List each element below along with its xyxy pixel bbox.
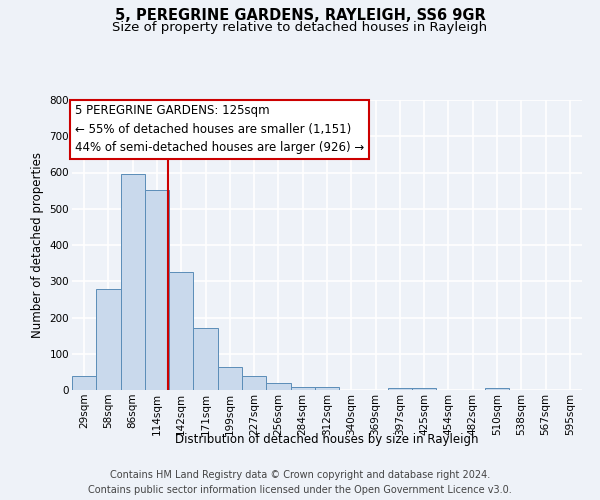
- Bar: [121, 174, 145, 390]
- Bar: [72, 376, 96, 390]
- Bar: [266, 384, 290, 390]
- Text: Size of property relative to detached houses in Rayleigh: Size of property relative to detached ho…: [112, 21, 488, 34]
- Bar: [145, 190, 169, 390]
- Bar: [96, 289, 121, 390]
- Text: 5, PEREGRINE GARDENS, RAYLEIGH, SS6 9GR: 5, PEREGRINE GARDENS, RAYLEIGH, SS6 9GR: [115, 8, 485, 22]
- Text: Distribution of detached houses by size in Rayleigh: Distribution of detached houses by size …: [175, 432, 479, 446]
- Text: 5 PEREGRINE GARDENS: 125sqm
← 55% of detached houses are smaller (1,151)
44% of : 5 PEREGRINE GARDENS: 125sqm ← 55% of det…: [74, 104, 364, 154]
- Bar: [218, 367, 242, 390]
- Text: Contains public sector information licensed under the Open Government Licence v3: Contains public sector information licen…: [88, 485, 512, 495]
- Bar: [388, 388, 412, 390]
- Bar: [485, 388, 509, 390]
- Y-axis label: Number of detached properties: Number of detached properties: [31, 152, 44, 338]
- Bar: [193, 328, 218, 390]
- Text: Contains HM Land Registry data © Crown copyright and database right 2024.: Contains HM Land Registry data © Crown c…: [110, 470, 490, 480]
- Bar: [169, 272, 193, 390]
- Bar: [315, 387, 339, 390]
- Bar: [412, 388, 436, 390]
- Bar: [242, 376, 266, 390]
- Bar: [290, 387, 315, 390]
